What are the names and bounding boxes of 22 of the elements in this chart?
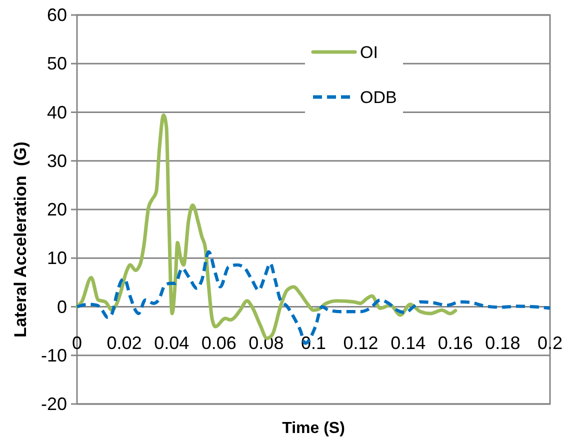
x-tick-label: 0.12: [343, 332, 378, 353]
x-tick-label: 0.02: [106, 332, 142, 353]
y-tick-label: 30: [46, 150, 67, 171]
x-tick-label: 0.2: [537, 332, 562, 353]
x-tick-label: 0.06: [201, 332, 236, 353]
x-tick-label: 0.04: [154, 332, 190, 353]
y-tick-label: 10: [46, 248, 67, 268]
y-tick-label: 0: [56, 296, 67, 317]
legend-label: OI: [360, 42, 378, 62]
y-axis-title: Lateral Acceleration (G): [10, 142, 30, 338]
x-tick-label: 0: [72, 332, 82, 353]
x-tick-label: 0.16: [438, 332, 473, 353]
y-tick-label: 50: [46, 54, 67, 74]
x-tick-label: 0.18: [485, 332, 520, 353]
y-tick-label: 40: [46, 102, 67, 122]
x-tick-label: 0.14: [390, 332, 426, 353]
x-axis-title: Time (S): [282, 420, 345, 436]
y-tick-label: 20: [46, 200, 67, 220]
y-tick-label: 60: [46, 5, 67, 25]
y-tick-label: -10: [40, 345, 67, 366]
legend-label: ODB: [360, 88, 397, 106]
y-tick-label: -20: [40, 394, 67, 414]
